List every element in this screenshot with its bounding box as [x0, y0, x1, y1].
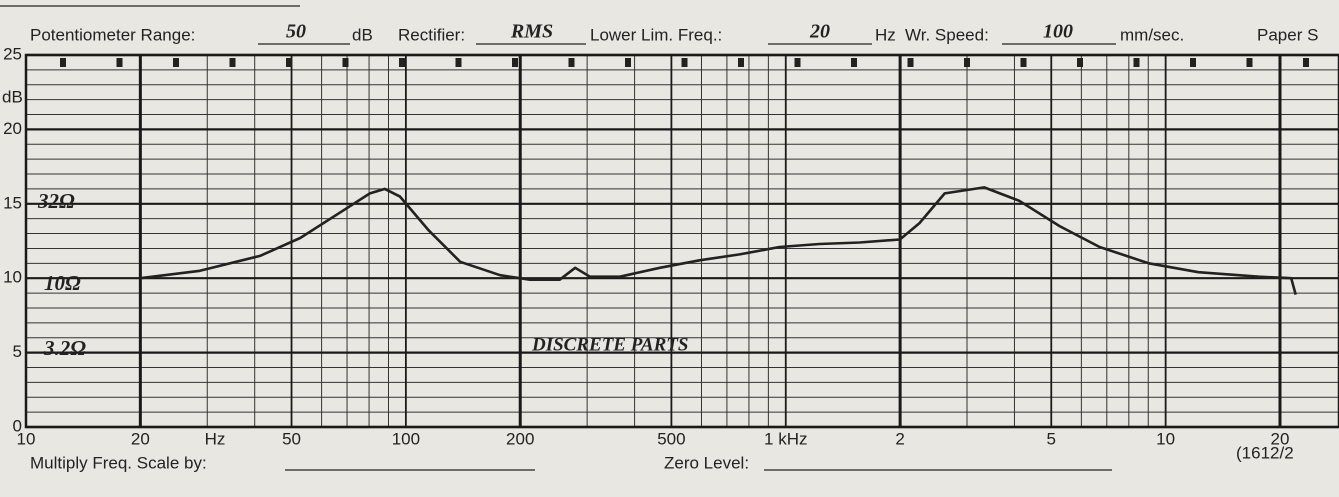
form-label: Potentiometer Range: — [30, 25, 195, 44]
form-label: Wr. Speed: — [905, 25, 989, 44]
sprocket-mark — [229, 58, 236, 67]
form-code: (1612/2 — [1236, 443, 1294, 462]
sprocket-mark — [907, 58, 914, 67]
x-tick-label: 10 — [1156, 429, 1175, 448]
form-label: Paper S — [1257, 25, 1318, 44]
sprocket-mark — [60, 58, 66, 67]
y-tick-label: 5 — [13, 342, 22, 361]
x-tick-label: 1 kHz — [764, 429, 807, 448]
plot-frame — [24, 53, 1339, 429]
sprocket-mark — [794, 58, 801, 67]
form-value: 20 — [809, 21, 830, 43]
sprocket-mark — [738, 58, 744, 67]
sprocket-mark — [512, 58, 518, 67]
sprocket-mark — [286, 58, 292, 67]
x-tick-label: 200 — [506, 429, 534, 448]
sprocket-mark — [568, 58, 575, 67]
sprocket-mark — [964, 58, 970, 67]
y-tick-label: 10 — [3, 268, 22, 287]
sprocket-mark — [1133, 58, 1140, 67]
x-tick-label: 500 — [657, 429, 685, 448]
sprocket-mark — [1303, 58, 1309, 67]
x-tick-label: 100 — [392, 429, 420, 448]
y-tick-label: 0 — [13, 416, 22, 435]
sprocket-mark — [455, 58, 462, 67]
x-tick-label: 2 — [895, 429, 904, 448]
sprocket-mark — [342, 58, 349, 67]
sprocket-mark — [1077, 58, 1083, 67]
x-tick-label: 50 — [282, 429, 301, 448]
form-label: Zero Level: — [664, 453, 749, 472]
y-tick-label: 25 — [3, 44, 22, 63]
sprocket-mark — [1020, 58, 1027, 67]
annotation: 32Ω — [37, 189, 75, 213]
sprocket-mark — [681, 58, 688, 67]
annotation: 3.2Ω — [43, 336, 86, 360]
sprocket-mark — [399, 58, 405, 67]
y-tick-label: 20 — [3, 119, 22, 138]
form-unit: mm/sec. — [1120, 25, 1184, 44]
x-tick-label: 5 — [1047, 429, 1056, 448]
form-unit: Hz — [875, 25, 896, 44]
annotation: 10Ω — [44, 271, 81, 295]
sprocket-mark — [1246, 58, 1253, 67]
sprocket-mark — [851, 58, 857, 67]
y-axis-label: dB — [2, 87, 23, 106]
x-unit-label: Hz — [205, 429, 226, 448]
form-label: Lower Lim. Freq.: — [590, 25, 722, 44]
sprocket-mark — [173, 58, 179, 67]
x-tick-label: 10 — [17, 429, 36, 448]
form-unit: dB — [352, 25, 373, 44]
form-label: Rectifier: — [398, 25, 465, 44]
x-tick-label: 20 — [131, 429, 150, 448]
form-value: 100 — [1043, 21, 1073, 43]
x-tick-label: 20 — [1271, 429, 1290, 448]
annotation: DISCRETE PARTS — [531, 334, 688, 355]
line — [140, 186, 1297, 295]
form-value: RMS — [510, 21, 553, 43]
sprocket-mark — [1190, 58, 1196, 67]
form-value: 50 — [286, 21, 306, 43]
form-label: Multiply Freq. Scale by: — [30, 453, 207, 472]
sprocket-mark — [625, 58, 631, 67]
sprocket-mark — [116, 58, 123, 67]
y-tick-label: 15 — [3, 193, 22, 212]
